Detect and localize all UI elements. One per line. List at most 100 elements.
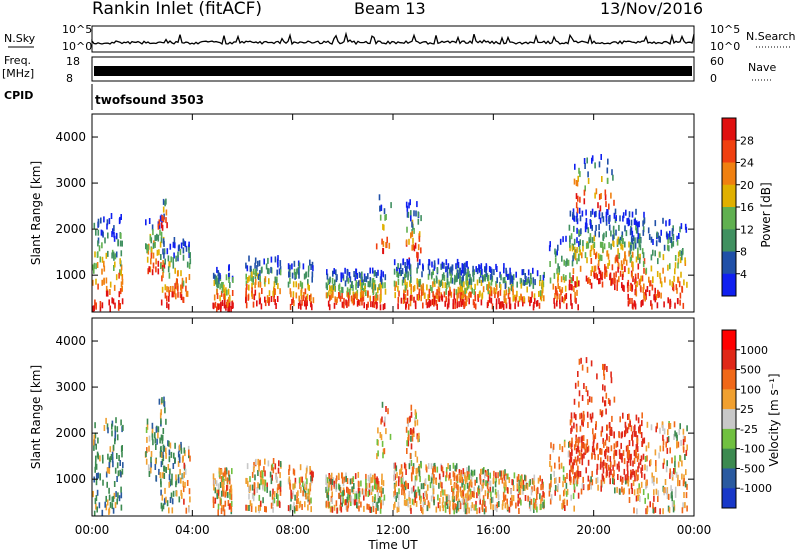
heatmap-cell [246, 463, 249, 470]
heatmap-cell [540, 498, 542, 505]
heatmap-cell [441, 282, 444, 289]
heatmap-cell [464, 502, 467, 509]
heatmap-cell [594, 433, 597, 440]
heatmap-cell [289, 479, 291, 486]
heatmap-cell [527, 277, 529, 284]
heatmap-cell [145, 427, 148, 433]
heatmap-cell [223, 509, 226, 516]
heatmap-cell [341, 472, 343, 479]
heatmap-cell [464, 288, 466, 295]
heatmap-cell [213, 484, 215, 491]
heatmap-cell [228, 277, 230, 283]
heatmap-cell [267, 257, 269, 264]
heatmap-cell [613, 233, 615, 240]
heatmap-cell [100, 229, 103, 236]
heatmap-cell [452, 504, 455, 511]
heatmap-cell [481, 293, 483, 300]
heatmap-cell [306, 293, 309, 300]
heatmap-cell [271, 474, 273, 481]
heatmap-cell [173, 237, 176, 243]
heatmap-cell [581, 364, 584, 371]
heatmap-cell [121, 285, 123, 292]
heatmap-cell [578, 246, 581, 253]
heatmap-cell [347, 502, 349, 509]
heatmap-cell [641, 464, 644, 471]
heatmap-cell [441, 262, 444, 269]
heatmap-cell [576, 258, 578, 265]
heatmap-cell [255, 458, 257, 465]
heatmap-cell [461, 285, 464, 292]
heatmap-cell [685, 469, 687, 476]
heatmap-cell [94, 251, 96, 258]
heatmap-cell [377, 287, 379, 294]
heatmap-cell [291, 263, 293, 270]
heatmap-cell [582, 245, 584, 252]
heatmap-cell [114, 302, 116, 309]
x-tick-label: 00:00 [75, 523, 110, 537]
heatmap-cell [226, 484, 228, 491]
heatmap-cell [422, 302, 424, 309]
heatmap-cell [539, 275, 542, 281]
heatmap-cell [214, 274, 216, 281]
heatmap-cell [620, 243, 622, 250]
heatmap-cell [436, 267, 439, 273]
heatmap-cell [94, 422, 96, 429]
heatmap-cell [480, 485, 483, 492]
heatmap-cell [627, 451, 630, 458]
heatmap-cell [251, 276, 253, 283]
heatmap-cell [463, 505, 465, 512]
heatmap-cell [166, 222, 168, 229]
heatmap-cell [600, 154, 602, 160]
heatmap-cell [360, 290, 363, 297]
heatmap-cell [401, 471, 404, 478]
heatmap-cell [369, 277, 372, 284]
heatmap-cell [448, 298, 450, 305]
heatmap-cell [361, 271, 363, 278]
heatmap-cell [410, 276, 412, 283]
heatmap-cell [606, 446, 608, 453]
heatmap-cell [577, 455, 579, 462]
heatmap-cell [95, 278, 97, 285]
heatmap-cell [427, 294, 429, 301]
heatmap-cell [635, 227, 638, 234]
heatmap-cell [344, 280, 347, 287]
heatmap-cell [519, 277, 522, 284]
heatmap-cell [171, 507, 174, 514]
heatmap-cell [638, 483, 640, 490]
heatmap-cell [98, 502, 101, 509]
heatmap-cell [164, 487, 166, 494]
heatmap-cell [684, 502, 686, 509]
heatmap-cell [576, 218, 579, 225]
heatmap-cell [294, 477, 297, 484]
heatmap-cell [408, 263, 411, 269]
heatmap-cell [485, 480, 487, 487]
heatmap-cell [595, 253, 597, 260]
heatmap-cell [472, 275, 475, 282]
heatmap-cell [178, 456, 181, 463]
heatmap-cell [220, 476, 223, 482]
heatmap-cell [106, 290, 109, 297]
heatmap-cell [181, 473, 184, 480]
heatmap-cell [562, 474, 565, 481]
colorbar-segment [722, 409, 736, 430]
heatmap-cell [106, 467, 109, 474]
heatmap-cell [252, 495, 255, 502]
heatmap-cell [605, 215, 608, 222]
heatmap-cell [468, 507, 470, 514]
heatmap-cell [632, 265, 634, 272]
heatmap-cell [511, 479, 513, 486]
heatmap-cell [477, 487, 479, 494]
heatmap-cell [109, 456, 112, 463]
heatmap-cell [574, 163, 576, 170]
heatmap-cell [678, 281, 681, 288]
heatmap-cell [491, 268, 493, 275]
heatmap-cell [575, 215, 578, 222]
heatmap-cell [328, 485, 331, 492]
heatmap-cell [367, 290, 369, 297]
heatmap-cell [174, 288, 176, 295]
heatmap-cell [415, 468, 418, 474]
heatmap-cell [480, 468, 482, 475]
heatmap-cell [380, 491, 383, 498]
heatmap-cell [163, 396, 165, 403]
heatmap-cell [580, 436, 583, 443]
